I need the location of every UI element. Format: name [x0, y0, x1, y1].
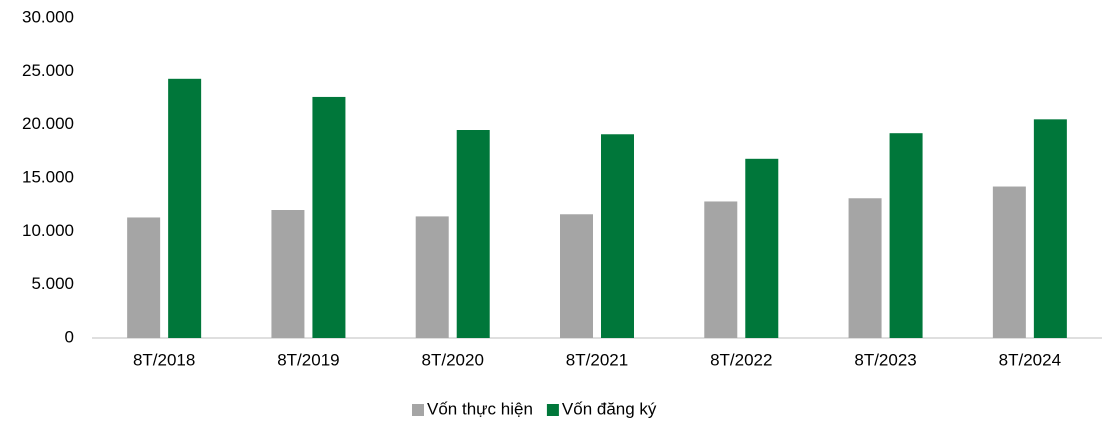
bar [456, 130, 490, 338]
y-tick-label: 0 [65, 327, 74, 346]
legend-swatch [412, 404, 424, 416]
y-tick-label: 20.000 [22, 114, 74, 133]
bar [271, 210, 305, 338]
bar [415, 216, 449, 338]
bar [168, 78, 202, 339]
bar [312, 96, 346, 338]
x-tick-label: 8T/2024 [999, 350, 1061, 369]
x-tick-label: 8T/2022 [710, 350, 772, 369]
y-tick-label: 5.000 [31, 274, 74, 293]
x-tick-label: 8T/2021 [566, 350, 628, 369]
bar [889, 133, 923, 338]
x-tick-label: 8T/2018 [133, 350, 195, 369]
x-tick-label: 8T/2020 [422, 350, 484, 369]
bar [992, 186, 1026, 338]
x-tick-label: 8T/2023 [854, 350, 916, 369]
bar [1033, 119, 1067, 338]
y-tick-label: 25.000 [22, 61, 74, 80]
bar [127, 217, 161, 338]
y-tick-label: 30.000 [22, 7, 74, 26]
legend-swatch [546, 404, 559, 416]
bar [704, 201, 738, 338]
bar [848, 198, 882, 338]
legend-label: Vốn thực hiện [427, 399, 533, 418]
bar [601, 134, 634, 338]
bar [560, 214, 593, 338]
y-tick-label: 15.000 [22, 167, 74, 186]
bar [745, 158, 779, 338]
x-tick-label: 8T/2019 [277, 350, 339, 369]
y-tick-label: 10.000 [22, 221, 74, 240]
legend-label: Vốn đăng ký [562, 399, 657, 418]
